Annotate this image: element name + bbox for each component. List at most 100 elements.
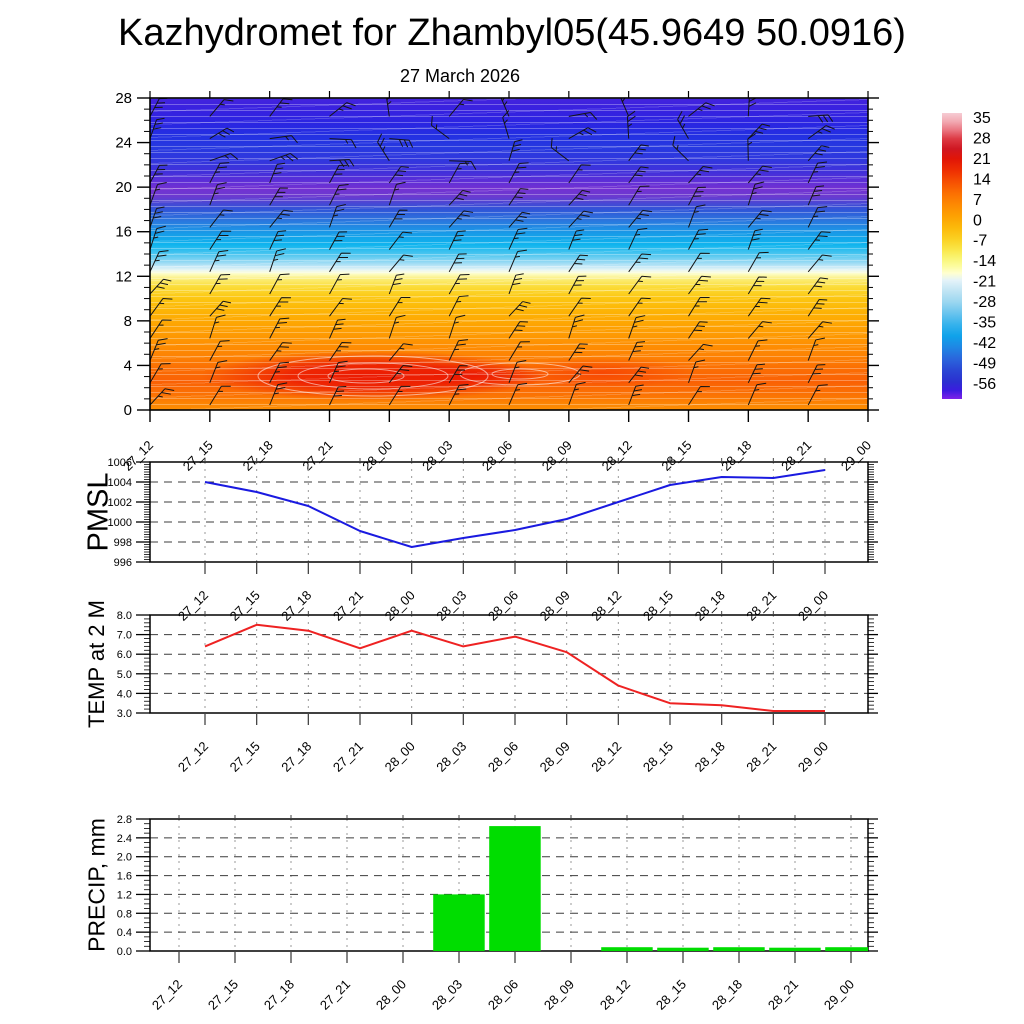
x-tick-label: 28_18 — [692, 739, 728, 775]
x-tick-label: 28_09 — [537, 739, 573, 775]
x-tick-label: 27_15 — [205, 977, 241, 1013]
x-tick-label: 28_03 — [429, 977, 465, 1013]
y-tick-label: 0.0 — [117, 946, 132, 958]
x-tick-label: 28_18 — [709, 977, 745, 1013]
y-tick-label: 1.2 — [117, 889, 132, 901]
colorbar-label: -21 — [973, 274, 996, 291]
colorbar-label: -7 — [973, 233, 987, 250]
x-tick-label: 28_09 — [539, 438, 575, 474]
precip-bar — [825, 947, 868, 951]
x-tick-label: 28_12 — [597, 977, 633, 1013]
x-tick-label: 27_21 — [330, 739, 366, 775]
x-tick-label: 29_00 — [795, 739, 831, 775]
y-tick-label: 0.4 — [117, 927, 132, 939]
x-tick-label: 28_21 — [743, 588, 779, 624]
x-tick-label: 28_15 — [640, 588, 676, 624]
x-tick-label: 28_15 — [658, 438, 694, 474]
x-tick-label: 28_06 — [479, 438, 515, 474]
y-tick-label: 5.0 — [117, 669, 132, 681]
colorbar-label: 28 — [973, 130, 991, 147]
x-tick-label: 27_15 — [227, 739, 263, 775]
colorbar-label: 21 — [973, 151, 991, 168]
x-tick-label: 27_18 — [261, 977, 297, 1013]
colorbar-label: 0 — [973, 212, 982, 229]
x-tick-label: 27_21 — [317, 977, 353, 1013]
x-tick-label: 28_21 — [765, 977, 801, 1013]
temp-at-2-m-line — [204, 623, 825, 712]
y-tick-label: 0.8 — [117, 908, 132, 920]
colorbar-gradient — [942, 113, 962, 399]
x-tick-label: 28_06 — [485, 588, 521, 624]
x-tick-label: 27_18 — [278, 739, 314, 775]
x-tick-label: 28_15 — [653, 977, 689, 1013]
y-tick-label: 2.8 — [117, 814, 132, 826]
y-tick-label: 1000 — [108, 517, 132, 529]
x-tick-label: 27_12 — [149, 977, 185, 1013]
height-tick-label: 28 — [115, 90, 132, 107]
y-tick-label: 998 — [114, 537, 132, 549]
pmsl-panel: 996 998 1000 1002 1004 1006 27_12 27_15 27_18 27_… — [108, 457, 878, 624]
x-tick-label: 27_12 — [175, 739, 211, 775]
y-tick-label: 3.0 — [117, 708, 132, 720]
y-tick-label: 1004 — [108, 477, 132, 489]
y-tick-label: 2.0 — [117, 852, 132, 864]
height-tick-label: 8 — [124, 313, 132, 330]
date-subtitle: 27 March 2026 — [399, 66, 521, 86]
x-tick-label: 28_03 — [433, 588, 469, 624]
colorbar-label: 7 — [973, 192, 982, 209]
x-tick-label: 28_12 — [588, 588, 624, 624]
height-tick-label: 4 — [124, 357, 132, 374]
x-tick-label: 27_21 — [299, 438, 335, 474]
height-tick-label: 20 — [115, 179, 132, 196]
precip-bar — [433, 894, 485, 951]
height-tick-label: 24 — [115, 135, 132, 152]
precip-bar — [489, 826, 541, 951]
x-tick-label: 28_12 — [588, 739, 624, 775]
y-tick-label: 1002 — [108, 497, 132, 509]
x-tick-label: 27_15 — [227, 588, 263, 624]
x-tick-label: 28_15 — [640, 739, 676, 775]
x-tick-label: 28_00 — [382, 739, 418, 775]
colorbar-label: -42 — [973, 335, 996, 352]
wind-barbs-layer — [150, 98, 868, 406]
y-tick-label: 4.0 — [117, 688, 132, 700]
precip-bar — [713, 947, 765, 951]
x-tick-label: 28_12 — [599, 438, 635, 474]
x-tick-label: 29_00 — [821, 977, 857, 1013]
y-tick-label: 8.0 — [117, 610, 132, 622]
colorbar-tick-labels: 35 28 21 14 7 0 -7 -14 -21 -28 -35 -42 -49 -56 — [973, 110, 996, 393]
x-tick-label: 27_15 — [180, 438, 216, 474]
y-tick-label: 996 — [114, 557, 132, 569]
x-tick-label: 28_06 — [485, 739, 521, 775]
colorbar-label: -35 — [973, 315, 996, 332]
x-tick-label: 28_09 — [541, 977, 577, 1013]
precip-bar — [601, 947, 653, 951]
y-tick-label: 7.0 — [117, 630, 132, 642]
x-tick-label: 28_21 — [743, 739, 779, 775]
x-tick-label: 28_06 — [485, 977, 521, 1013]
x-tick-label: 28_09 — [537, 588, 573, 624]
page-title: Kazhydromet for Zhambyl05(45.9649 50.091… — [118, 12, 906, 54]
colorbar-label: 14 — [973, 171, 991, 188]
precip-bar — [769, 947, 821, 951]
colorbar-label: -49 — [973, 355, 996, 372]
colorbar-label: -56 — [973, 376, 996, 393]
x-tick-label: 29_00 — [795, 588, 831, 624]
colorbar-label: -28 — [973, 294, 996, 311]
y-tick-label: 1006 — [108, 457, 132, 469]
precip-bars — [433, 826, 868, 951]
x-tick-label: 28_00 — [359, 438, 395, 474]
x-tick-label: 28_18 — [718, 438, 754, 474]
precip-panel: 0.0 0.4 0.8 1.2 1.6 2.0 2.4 2.8 27_12 27_15 27_18 2… — [117, 814, 878, 1013]
y-tick-label: 2.4 — [117, 833, 132, 845]
colorbar-label: -14 — [973, 253, 996, 270]
x-tick-label: 28_00 — [373, 977, 409, 1013]
pmsl-line — [204, 469, 826, 548]
height-tick-label: 12 — [115, 268, 132, 285]
x-tick-label: 28_03 — [419, 438, 455, 474]
contour-rings — [257, 355, 581, 397]
x-tick-label: 27_12 — [175, 588, 211, 624]
x-tick-label: 27_18 — [240, 438, 276, 474]
